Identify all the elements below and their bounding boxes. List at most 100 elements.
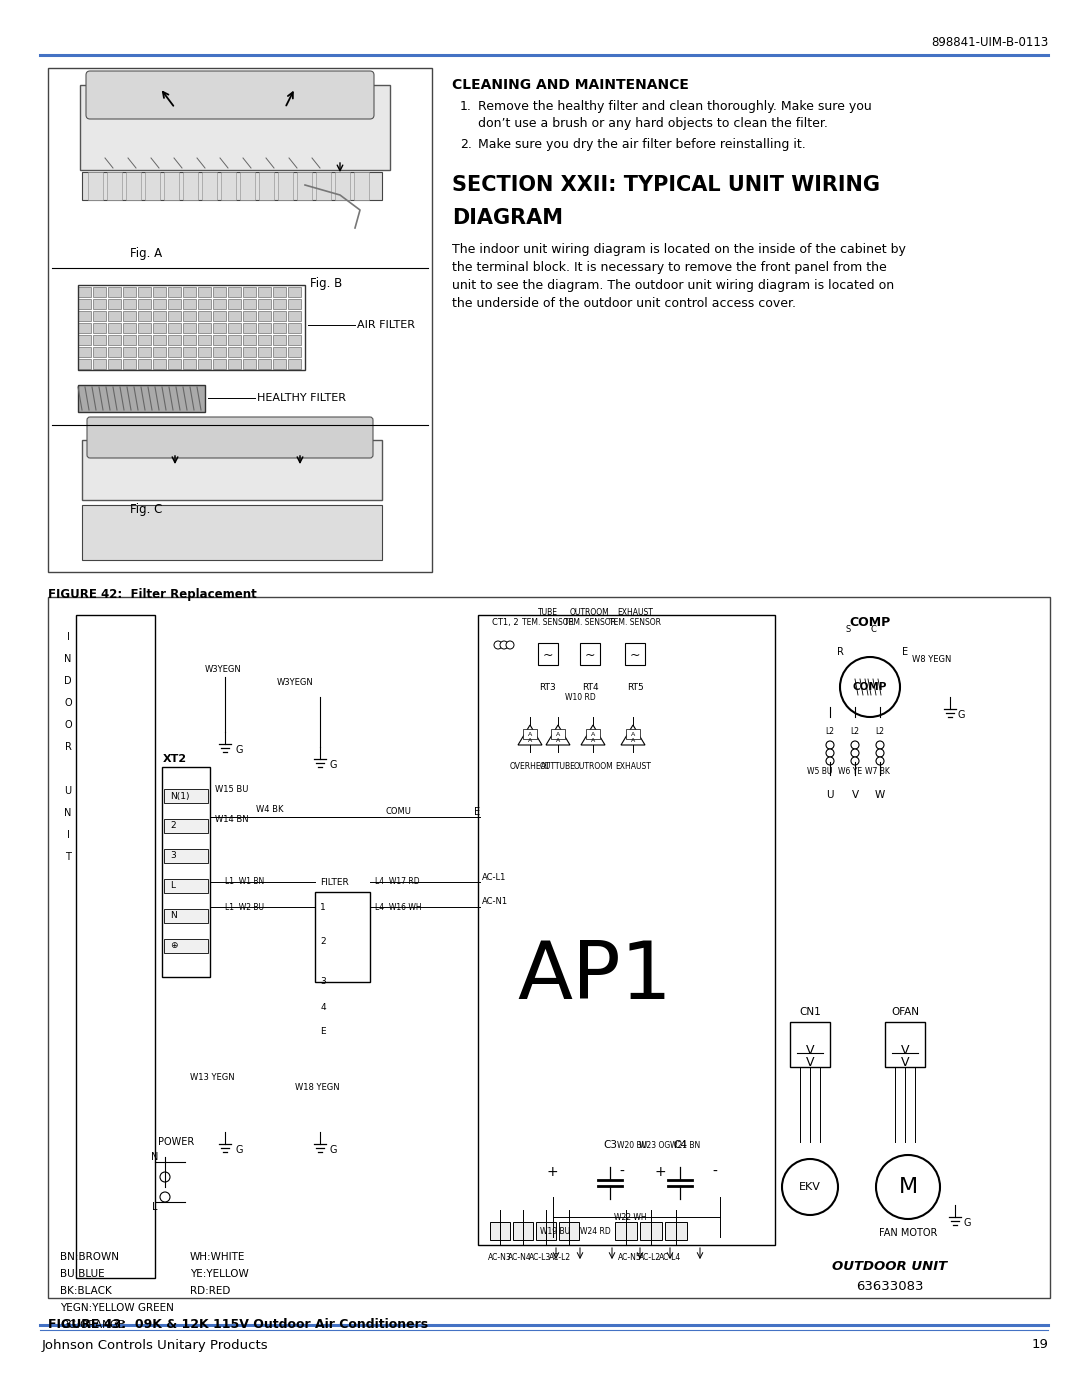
- Bar: [93, 323, 106, 332]
- Text: W8 YEGN: W8 YEGN: [912, 655, 951, 664]
- Bar: [198, 312, 211, 321]
- Text: AC-N5: AC-N5: [618, 1253, 642, 1261]
- Bar: [153, 346, 166, 358]
- Text: A: A: [591, 739, 595, 743]
- Text: 1.: 1.: [460, 101, 472, 113]
- Bar: [297, 172, 312, 200]
- Bar: [278, 172, 293, 200]
- Text: S: S: [846, 626, 851, 634]
- Text: V: V: [806, 1044, 814, 1056]
- Bar: [243, 312, 256, 321]
- Text: W7 BK: W7 BK: [865, 767, 890, 777]
- Bar: [536, 1222, 556, 1241]
- Bar: [183, 359, 195, 369]
- Text: Johnson Controls Unitary Products: Johnson Controls Unitary Products: [42, 1338, 269, 1351]
- Bar: [108, 359, 121, 369]
- Bar: [48, 68, 432, 571]
- Bar: [78, 386, 205, 412]
- Circle shape: [782, 1160, 838, 1215]
- Text: -: -: [620, 1165, 624, 1179]
- Text: AC-N1: AC-N1: [482, 897, 508, 907]
- Bar: [168, 323, 181, 332]
- Text: N: N: [65, 654, 71, 664]
- Bar: [168, 359, 181, 369]
- Text: A: A: [631, 732, 635, 738]
- Text: 63633083: 63633083: [856, 1281, 923, 1294]
- Text: RD:RED: RD:RED: [190, 1287, 230, 1296]
- Text: W21 BN: W21 BN: [670, 1140, 700, 1150]
- Text: V: V: [901, 1056, 909, 1069]
- Bar: [153, 299, 166, 309]
- Text: M: M: [899, 1178, 918, 1197]
- Bar: [93, 299, 106, 309]
- Text: EXHAUST
TEM. SENSOR: EXHAUST TEM. SENSOR: [609, 608, 661, 627]
- Text: 4: 4: [320, 1003, 326, 1011]
- Bar: [198, 346, 211, 358]
- Bar: [78, 299, 91, 309]
- Circle shape: [840, 657, 900, 717]
- Text: W24 RD: W24 RD: [580, 1228, 610, 1236]
- Text: DIAGRAM: DIAGRAM: [453, 208, 563, 228]
- Text: D: D: [64, 676, 71, 686]
- Bar: [108, 335, 121, 345]
- Text: W13 YEGN: W13 YEGN: [190, 1073, 234, 1081]
- Bar: [82, 440, 382, 500]
- Text: AC-N4: AC-N4: [508, 1253, 531, 1261]
- Text: U: U: [65, 787, 71, 796]
- FancyBboxPatch shape: [86, 71, 374, 119]
- Text: OFAN: OFAN: [891, 1007, 919, 1017]
- Text: G: G: [330, 760, 337, 770]
- Text: W14 BN: W14 BN: [215, 816, 248, 824]
- Text: L4  W16 WH: L4 W16 WH: [375, 902, 421, 911]
- Text: CT1, 2: CT1, 2: [491, 617, 518, 627]
- Bar: [551, 729, 565, 739]
- Text: Fig. B: Fig. B: [310, 277, 342, 289]
- Bar: [183, 299, 195, 309]
- Text: EXHAUST: EXHAUST: [616, 761, 651, 771]
- Bar: [123, 346, 136, 358]
- Bar: [213, 323, 226, 332]
- Bar: [153, 323, 166, 332]
- Bar: [93, 335, 106, 345]
- Text: POWER: POWER: [158, 1137, 194, 1147]
- Circle shape: [494, 641, 502, 650]
- Text: G: G: [958, 710, 966, 719]
- Text: 19: 19: [1031, 1338, 1048, 1351]
- Text: OUTROOM
TEM. SENSOR: OUTROOM TEM. SENSOR: [564, 608, 616, 627]
- Text: AC-N3: AC-N3: [488, 1253, 512, 1261]
- Bar: [198, 335, 211, 345]
- Text: W22 WH: W22 WH: [613, 1213, 646, 1221]
- Bar: [183, 312, 195, 321]
- Bar: [108, 346, 121, 358]
- Circle shape: [851, 749, 859, 757]
- Bar: [490, 1222, 510, 1241]
- Text: W20 BU: W20 BU: [617, 1140, 647, 1150]
- Bar: [145, 172, 160, 200]
- Text: ~: ~: [630, 648, 640, 662]
- Bar: [273, 346, 286, 358]
- Bar: [258, 346, 271, 358]
- Bar: [126, 172, 141, 200]
- Text: AP1: AP1: [517, 937, 673, 1016]
- Text: T: T: [65, 852, 71, 862]
- Bar: [168, 346, 181, 358]
- Text: HEALTHY FILTER: HEALTHY FILTER: [257, 393, 346, 402]
- Text: L: L: [152, 1201, 158, 1213]
- Text: 2.: 2.: [460, 138, 472, 151]
- Text: FAN MOTOR: FAN MOTOR: [879, 1228, 937, 1238]
- Text: W4 BK: W4 BK: [256, 806, 284, 814]
- Text: COMU: COMU: [384, 807, 410, 816]
- Bar: [258, 335, 271, 345]
- Bar: [87, 172, 103, 200]
- Bar: [243, 335, 256, 345]
- Bar: [625, 643, 645, 665]
- Text: G: G: [330, 1146, 337, 1155]
- Bar: [258, 323, 271, 332]
- Text: AC-L2: AC-L2: [549, 1253, 571, 1261]
- Circle shape: [826, 757, 834, 766]
- Circle shape: [876, 757, 885, 766]
- Text: ⊕: ⊕: [170, 942, 177, 950]
- Circle shape: [826, 749, 834, 757]
- Bar: [559, 1222, 579, 1241]
- Bar: [153, 312, 166, 321]
